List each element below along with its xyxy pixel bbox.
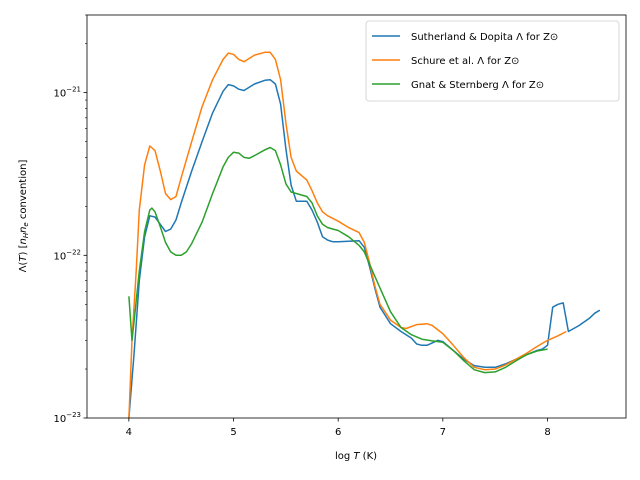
x-tick-label: 7 [440, 427, 446, 438]
y-tick-label: 10−22 [53, 248, 81, 262]
x-axis-label: log T (K) [335, 451, 377, 462]
y-tick-label: 10−23 [53, 411, 81, 425]
legend-label-1: Sutherland & Dopita Λ for Z⊙ [411, 32, 558, 43]
legend: Sutherland & Dopita Λ for Z⊙ Schure et al… [365, 20, 620, 102]
series-line-2 [128, 51, 567, 419]
x-tick-label: 5 [230, 427, 236, 438]
series-line-3 [128, 146, 548, 374]
x-axis-ticks: 4 5 6 7 8 [126, 418, 551, 438]
y-axis-ticks: 10−23 10−22 10−21 [53, 14, 87, 425]
x-tick-label: 8 [544, 427, 550, 438]
legend-label-2: Schure et al. Λ for Z⊙ [411, 56, 519, 67]
series-lines [128, 51, 601, 419]
legend-items: Sutherland & Dopita Λ for Z⊙ Schure et al… [372, 32, 558, 91]
legend-frame [365, 20, 620, 102]
y-tick-label: 10−21 [53, 86, 81, 100]
plot-frame [86, 14, 627, 419]
y-axis-label: Λ(T) [nHne convention] [18, 160, 30, 273]
x-tick-label: 4 [126, 427, 132, 438]
x-tick-label: 6 [335, 427, 341, 438]
legend-label-3: Gnat & Sternberg Λ for Z⊙ [411, 80, 544, 91]
